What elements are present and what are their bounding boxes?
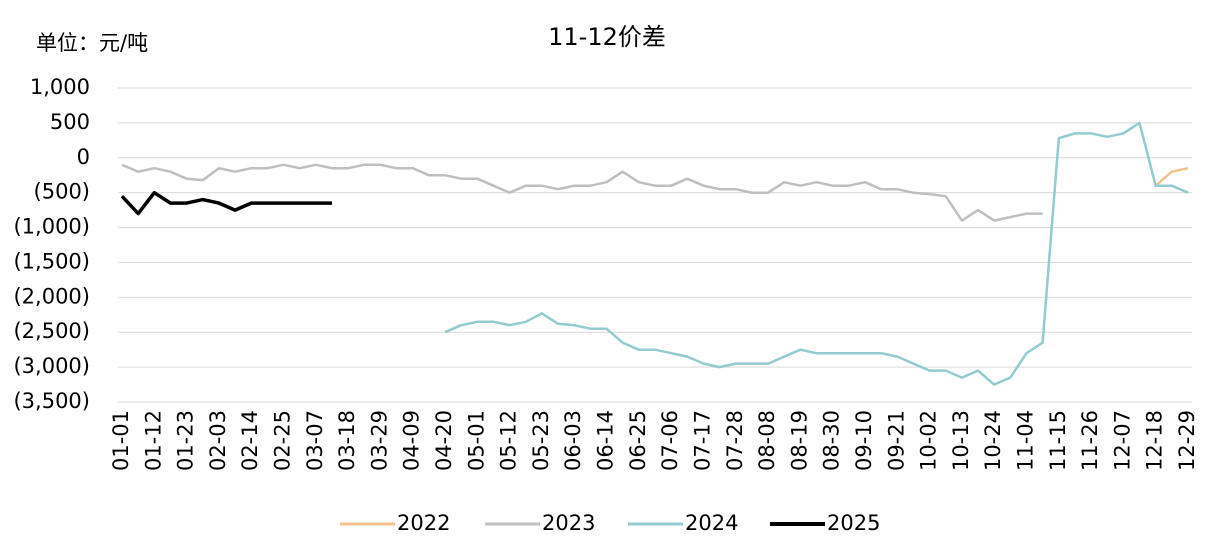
x-tick-label: 04-20: [432, 410, 456, 471]
legend-label: 2022: [397, 511, 450, 535]
x-tick-label: 07-17: [690, 410, 714, 471]
y-tick-label: (3,500): [13, 389, 90, 413]
y-tick-label: (1,000): [13, 215, 90, 239]
x-tick-label: 09-21: [884, 410, 908, 471]
x-tick-label: 01-12: [141, 410, 165, 471]
x-tick-label: 10-02: [917, 410, 941, 471]
x-tick-label: 06-14: [594, 410, 618, 471]
x-tick-label: 11-04: [1013, 410, 1037, 471]
x-tick-label: 02-03: [206, 410, 230, 471]
x-tick-label: 05-01: [464, 410, 488, 471]
y-tick-label: (2,500): [13, 319, 90, 343]
x-tick-label: 05-12: [497, 410, 521, 471]
x-tick-label: 09-10: [852, 410, 876, 471]
x-tick-label: 01-01: [109, 410, 133, 471]
chart-title: 11-12价差: [548, 23, 666, 51]
x-tick-label: 06-25: [626, 410, 650, 471]
x-tick-label: 12-07: [1110, 410, 1134, 471]
x-tick-label: 12-18: [1143, 410, 1167, 471]
x-tick-label: 02-14: [238, 410, 262, 471]
x-tick-label: 02-25: [271, 410, 295, 471]
series-line: [120, 190, 332, 216]
x-tick-label: 10-24: [981, 410, 1005, 471]
y-tick-label: (500): [34, 180, 90, 204]
x-tick-label: 08-08: [755, 410, 779, 471]
y-tick-label: 1,000: [30, 75, 90, 99]
x-tick-label: 03-18: [335, 410, 359, 471]
x-tick-label: 06-03: [561, 410, 585, 471]
series-line: [121, 163, 1043, 222]
x-tick-label: 11-15: [1046, 410, 1070, 471]
series-line: [1154, 166, 1189, 187]
x-tick-label: 03-29: [367, 410, 391, 471]
legend-label: 2023: [542, 511, 595, 535]
x-tick-label: 07-06: [658, 410, 682, 471]
x-tick-label: 01-23: [174, 410, 198, 471]
x-tick-label: 04-09: [400, 410, 424, 471]
y-tick-label: 0: [77, 145, 90, 169]
y-tick-label: 500: [50, 110, 90, 134]
x-tick-label: 08-19: [787, 410, 811, 471]
y-tick-label: (2,000): [13, 284, 90, 308]
unit-label: 单位：元/吨: [36, 31, 148, 55]
x-tick-label: 05-23: [529, 410, 553, 471]
y-tick-label: (3,000): [13, 354, 90, 378]
x-tick-label: 10-13: [949, 410, 973, 471]
x-tick-label: 07-28: [723, 410, 747, 471]
y-tick-label: (1,500): [13, 249, 90, 273]
x-tick-label: 03-07: [303, 410, 327, 471]
legend-label: 2025: [827, 511, 880, 535]
x-tick-label: 12-29: [1175, 410, 1199, 471]
x-tick-label: 11-26: [1078, 410, 1102, 471]
series-line: [444, 121, 1189, 386]
x-tick-label: 08-30: [820, 410, 844, 471]
legend-label: 2024: [685, 511, 738, 535]
